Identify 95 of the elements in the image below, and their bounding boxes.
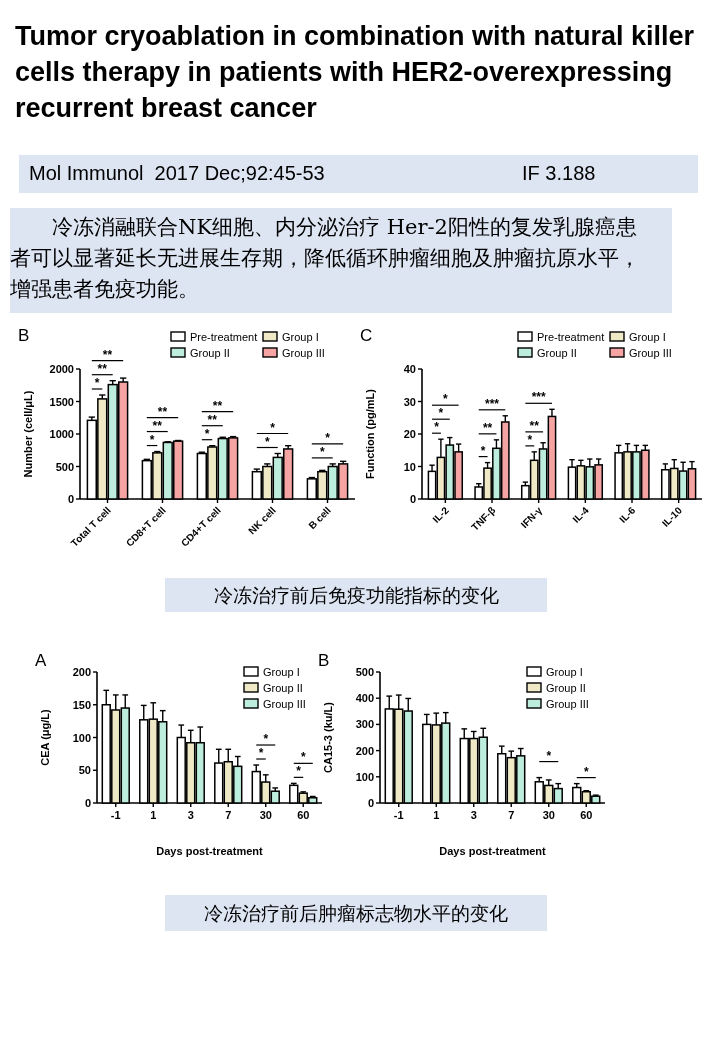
x-tick-label: -1 [393, 809, 404, 821]
legend-label: Pre-treatment [190, 331, 258, 343]
annotation: * [263, 732, 269, 747]
annotation: * [94, 376, 100, 390]
y-tick-label: 200 [355, 744, 374, 757]
y-tick-label: 50 [78, 764, 91, 777]
y-tick-label: 30 [403, 395, 416, 408]
text: IF 3.188 [522, 162, 596, 185]
annotation: * [325, 430, 331, 445]
y-axis-title: Function (pg/mL) [364, 388, 376, 479]
y-axis-title: CA15-3 (ku/L) [322, 701, 334, 773]
annotation: * [438, 406, 444, 421]
y-tick-label: 400 [355, 692, 374, 705]
legend-label: Group II [263, 682, 303, 694]
annotation: * [480, 443, 486, 458]
y-tick-label: 20 [403, 428, 416, 440]
x-tick-label: 30 [259, 809, 272, 821]
text: 冷冻治疗前后免疫功能指标的变化 [165, 578, 547, 612]
text: 冷冻消融联合NK细胞、内分泌治疗 Her-2阳性的复发乳腺癌患者可以显著延长无进展生存期，降低循环肿瘤细胞及肿瘤抗原水平，增强患者免疫功能。 [10, 208, 672, 313]
x-axis-title: Days post-treatment [156, 845, 264, 857]
legend-label: Group III [629, 347, 672, 359]
legend-label: Pre-treatment [537, 331, 605, 343]
annotation: * [319, 444, 325, 459]
annotation: * [583, 764, 589, 779]
x-tick-label: B cell [306, 504, 334, 532]
annotation: * [443, 392, 448, 407]
annotation: * [258, 746, 264, 761]
x-tick-label: 1 [433, 809, 440, 821]
x-tick-label: IL-4 [570, 504, 592, 525]
x-tick-label: 3 [187, 809, 194, 821]
y-tick-label: 500 [355, 666, 374, 678]
y-tick-label: 2000 [49, 363, 74, 375]
x-tick-label: 3 [470, 809, 477, 821]
y-tick-label: 200 [72, 666, 91, 678]
x-tick-label: 7 [508, 809, 515, 821]
y-axis-title: Number (cell/μL) [22, 390, 34, 478]
y-tick-label: 300 [355, 718, 374, 731]
legend-label: Group I [546, 666, 583, 678]
text: Mol Immunol 2017 Dec;92:45-53 [29, 162, 325, 185]
x-tick-label: 1 [150, 809, 157, 821]
chart-title: A [35, 651, 47, 670]
annotation: * [434, 420, 440, 435]
y-tick-label: 100 [72, 731, 91, 744]
legend-label: Group II [546, 682, 586, 694]
annotation: * [546, 748, 552, 763]
x-tick-label: 30 [542, 809, 555, 821]
y-tick-label: 10 [403, 460, 416, 473]
annotation: * [527, 432, 533, 447]
annotation: *** [531, 390, 546, 405]
x-tick-label: NK cell [246, 504, 279, 537]
y-tick-label: 500 [55, 460, 74, 473]
legend-label: Group III [546, 698, 589, 710]
annotation: *** [484, 396, 500, 411]
x-axis-title: Days post-treatment [439, 845, 547, 857]
annotation: ** [157, 404, 168, 419]
chart-title: C [360, 326, 373, 345]
x-tick-label: 7 [225, 809, 232, 821]
y-tick-label: 40 [403, 363, 416, 375]
y-tick-label: 100 [355, 770, 374, 783]
text: 冷冻治疗前后肿瘤标志物水平的变化 [165, 895, 547, 931]
x-tick-label: -1 [110, 809, 121, 821]
annotation: ** [212, 398, 223, 413]
legend-label: Group II [537, 347, 577, 359]
text: Tumor cryoablation in combination with natural killer cells therapy in patients with HER2-overexpressing recurrent breast cancer [15, 20, 695, 125]
y-tick-label: 150 [72, 698, 91, 711]
y-tick-label: 1000 [49, 428, 74, 440]
y-tick-label: 0 [67, 493, 74, 505]
y-tick-label: 0 [367, 797, 374, 809]
annotation: * [204, 426, 210, 441]
annotation: * [149, 432, 155, 447]
annotation: ** [152, 418, 163, 433]
annotation: * [296, 764, 302, 779]
y-tick-label: 0 [409, 493, 416, 505]
legend-label: Group III [263, 698, 306, 710]
annotation: ** [97, 361, 108, 376]
text: ** [102, 347, 113, 362]
legend-label: Group I [629, 331, 666, 343]
annotation: * * [264, 420, 276, 449]
y-tick-label: 0 [84, 797, 91, 809]
annotation: ** [529, 418, 540, 433]
chart-title: B [18, 326, 30, 345]
annotation: ** [207, 412, 218, 427]
legend-label: Group I [282, 331, 319, 343]
x-tick-label: IL-6 [617, 504, 638, 525]
legend-label: Group II [190, 347, 230, 359]
x-tick-label: IL-2 [430, 504, 452, 525]
annotation: * [300, 750, 306, 765]
y-axis-title: CEA (μg/L) [39, 708, 51, 766]
legend-label: Group I [263, 666, 300, 678]
x-tick-label: 60 [297, 809, 310, 821]
chart-title: B [318, 651, 330, 670]
legend-label: Group III [282, 347, 325, 359]
y-tick-label: 1500 [49, 395, 74, 408]
annotation: ** [482, 420, 493, 435]
x-tick-label: 60 [580, 809, 593, 821]
